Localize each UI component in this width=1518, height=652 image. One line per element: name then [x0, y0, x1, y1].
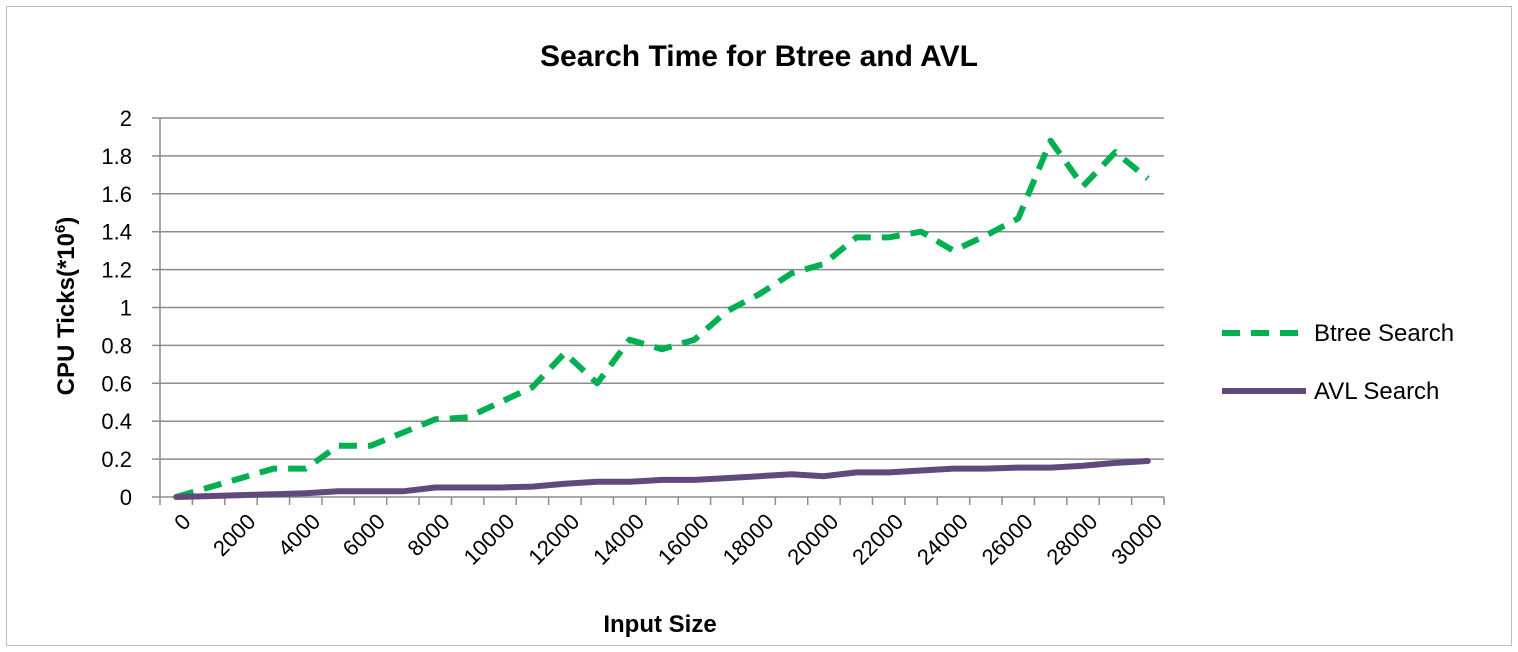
- x-tick-label: 12000: [523, 509, 584, 570]
- y-tick-label: 0.8: [101, 333, 132, 358]
- y-tick-label: 0.2: [101, 447, 132, 472]
- gridlines: [160, 117, 1164, 460]
- y-tick-label: 0: [120, 485, 132, 510]
- x-tick-label: 18000: [718, 509, 779, 570]
- x-tick-label: 28000: [1042, 509, 1103, 570]
- series-line-btree-search: [175, 137, 1150, 500]
- legend: Btree Search AVL Search: [1222, 320, 1454, 405]
- series-line-avl-search: [173, 458, 1151, 500]
- x-tick-label: 2000: [208, 509, 260, 561]
- legend-label-avl-search: AVL Search: [1314, 378, 1439, 405]
- y-tick-label: 2: [120, 106, 132, 131]
- y-tick-label: 1.6: [101, 182, 132, 207]
- y-axis-title-superscript: 6: [52, 225, 69, 233]
- chart-title: Search Time for Btree and AVL: [540, 40, 978, 73]
- y-axis-title: CPU Ticks(*106): [52, 217, 80, 396]
- y-tick-label: 1.2: [101, 258, 132, 283]
- y-axis-title-close: ): [53, 217, 80, 225]
- x-tick-label: 4000: [273, 509, 325, 561]
- x-tick-label: 20000: [782, 509, 843, 570]
- y-tick-label: 1.8: [101, 144, 132, 169]
- series-lines: [173, 137, 1151, 500]
- x-axis-ticks: 0 2000 4000 6000 8000 10000 12000 14000 16000 180…: [169, 509, 1167, 570]
- axes: [152, 117, 1165, 505]
- y-axis-ticks: 0 0.2 0.4 0.6 0.8 1 1.2 1.4 1.6 1.8 2: [101, 106, 132, 510]
- y-tick-label: 0.4: [101, 409, 132, 434]
- x-tick-label: 16000: [653, 509, 714, 570]
- x-tick-label: 10000: [459, 509, 520, 570]
- y-tick-label: 0.6: [101, 371, 132, 396]
- x-tick-label: 0: [169, 509, 195, 535]
- y-tick-label: 1.4: [101, 220, 132, 245]
- x-tick-label: 14000: [588, 509, 649, 570]
- x-tick-label: 22000: [847, 509, 908, 570]
- x-axis-title: Input Size: [603, 611, 716, 638]
- chart-frame: [6, 6, 1512, 646]
- x-tick-label: 8000: [402, 509, 454, 561]
- x-tick-label: 26000: [977, 509, 1038, 570]
- x-tick-label: 30000: [1106, 509, 1167, 570]
- y-tick-label: 1: [120, 296, 132, 321]
- x-tick-label: 24000: [912, 509, 973, 570]
- legend-label-btree-search: Btree Search: [1314, 320, 1454, 347]
- x-tick-label: 6000: [338, 509, 390, 561]
- y-axis-title-main: CPU Ticks(*10: [53, 233, 80, 395]
